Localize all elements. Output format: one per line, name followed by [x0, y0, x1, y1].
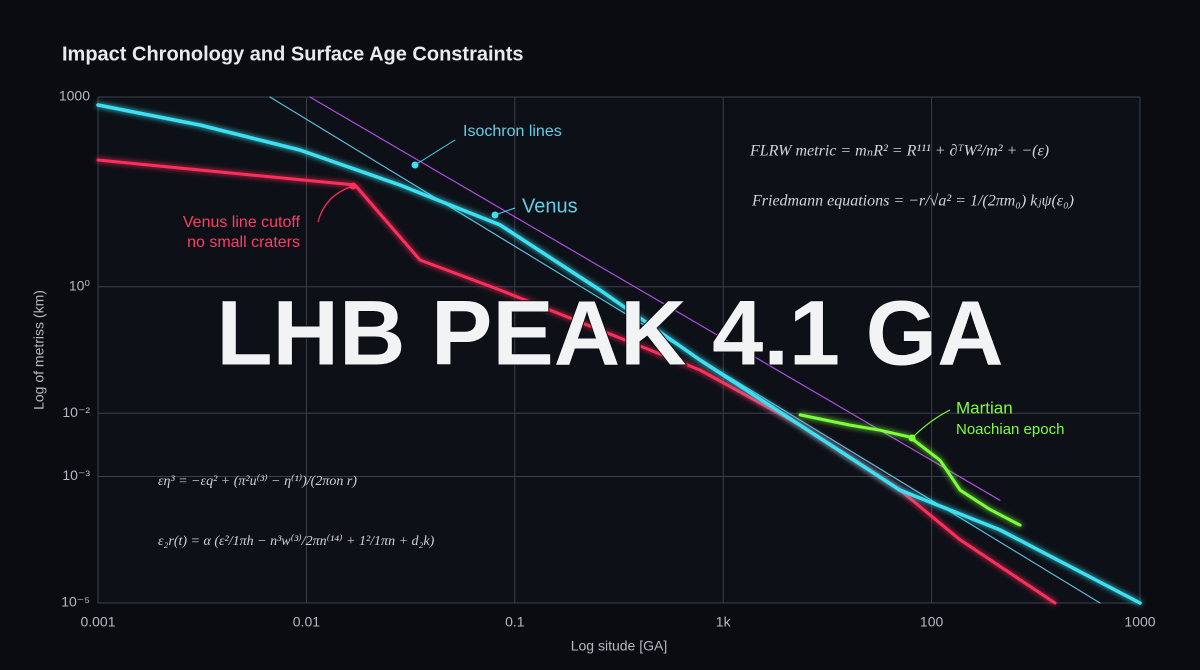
- y-tick-label: 1000: [59, 88, 90, 104]
- leader: [911, 409, 951, 439]
- y-tick-label: 10⁻²: [62, 404, 90, 420]
- annotation-dot: [411, 161, 419, 169]
- x-tick-label: 1k: [716, 614, 732, 630]
- annotation: Venus line cutoff: [183, 214, 301, 231]
- x-tick-label: 0.001: [80, 614, 115, 630]
- equation: εη³ = −εq² + (π²u⁽³⁾ − η⁽¹⁾)/(2πon r): [158, 474, 357, 489]
- series-line: [309, 96, 1001, 501]
- x-tick-label: 0.01: [293, 614, 320, 630]
- x-tick-label: 0.1: [505, 614, 525, 630]
- annotation-dot: [908, 434, 916, 442]
- annotation: Venus: [522, 195, 578, 217]
- plot-area: [97, 96, 1141, 604]
- equation: Friedmann equations = −r/√a² = 1/(2πm₀) …: [751, 193, 1074, 210]
- annotation: Noachian epoch: [956, 421, 1064, 438]
- chart-title: Impact Chronology and Surface Age Constr…: [62, 43, 524, 65]
- y-axis-label: Log of metriss (km): [31, 290, 47, 410]
- y-tick-label: 10⁻⁵: [61, 594, 90, 610]
- annotation-dot: [349, 182, 357, 190]
- series-line: [96, 103, 1142, 605]
- x-tick-label: 1000: [1124, 614, 1155, 630]
- leader: [317, 185, 354, 223]
- equation: FLRW metric = mₙR² = R¹¹¹ + ∂ᵀW²/m² + −(…: [749, 143, 1049, 160]
- leader: [494, 207, 516, 216]
- x-axis-label: Log situde [GA]: [571, 638, 668, 654]
- annotation: Isochron lines: [463, 123, 562, 140]
- annotation-dot: [491, 211, 499, 219]
- annotation: Martian: [956, 398, 1013, 417]
- series-line: [798, 413, 1022, 527]
- equation: ε₂r(t) = α (ε²/1πh − n³w⁽³⁾/2πn⁽¹⁴⁾ + 1²…: [158, 534, 435, 549]
- leader: [414, 139, 456, 166]
- x-tick-label: 100: [920, 614, 944, 630]
- y-tick-label: 10⁰: [69, 277, 91, 293]
- annotation: no small craters: [187, 234, 300, 251]
- series-line: [96, 158, 1057, 605]
- headline: LHB PEAK 4.1 GA: [216, 282, 1003, 384]
- y-tick-label: 10⁻³: [62, 467, 90, 483]
